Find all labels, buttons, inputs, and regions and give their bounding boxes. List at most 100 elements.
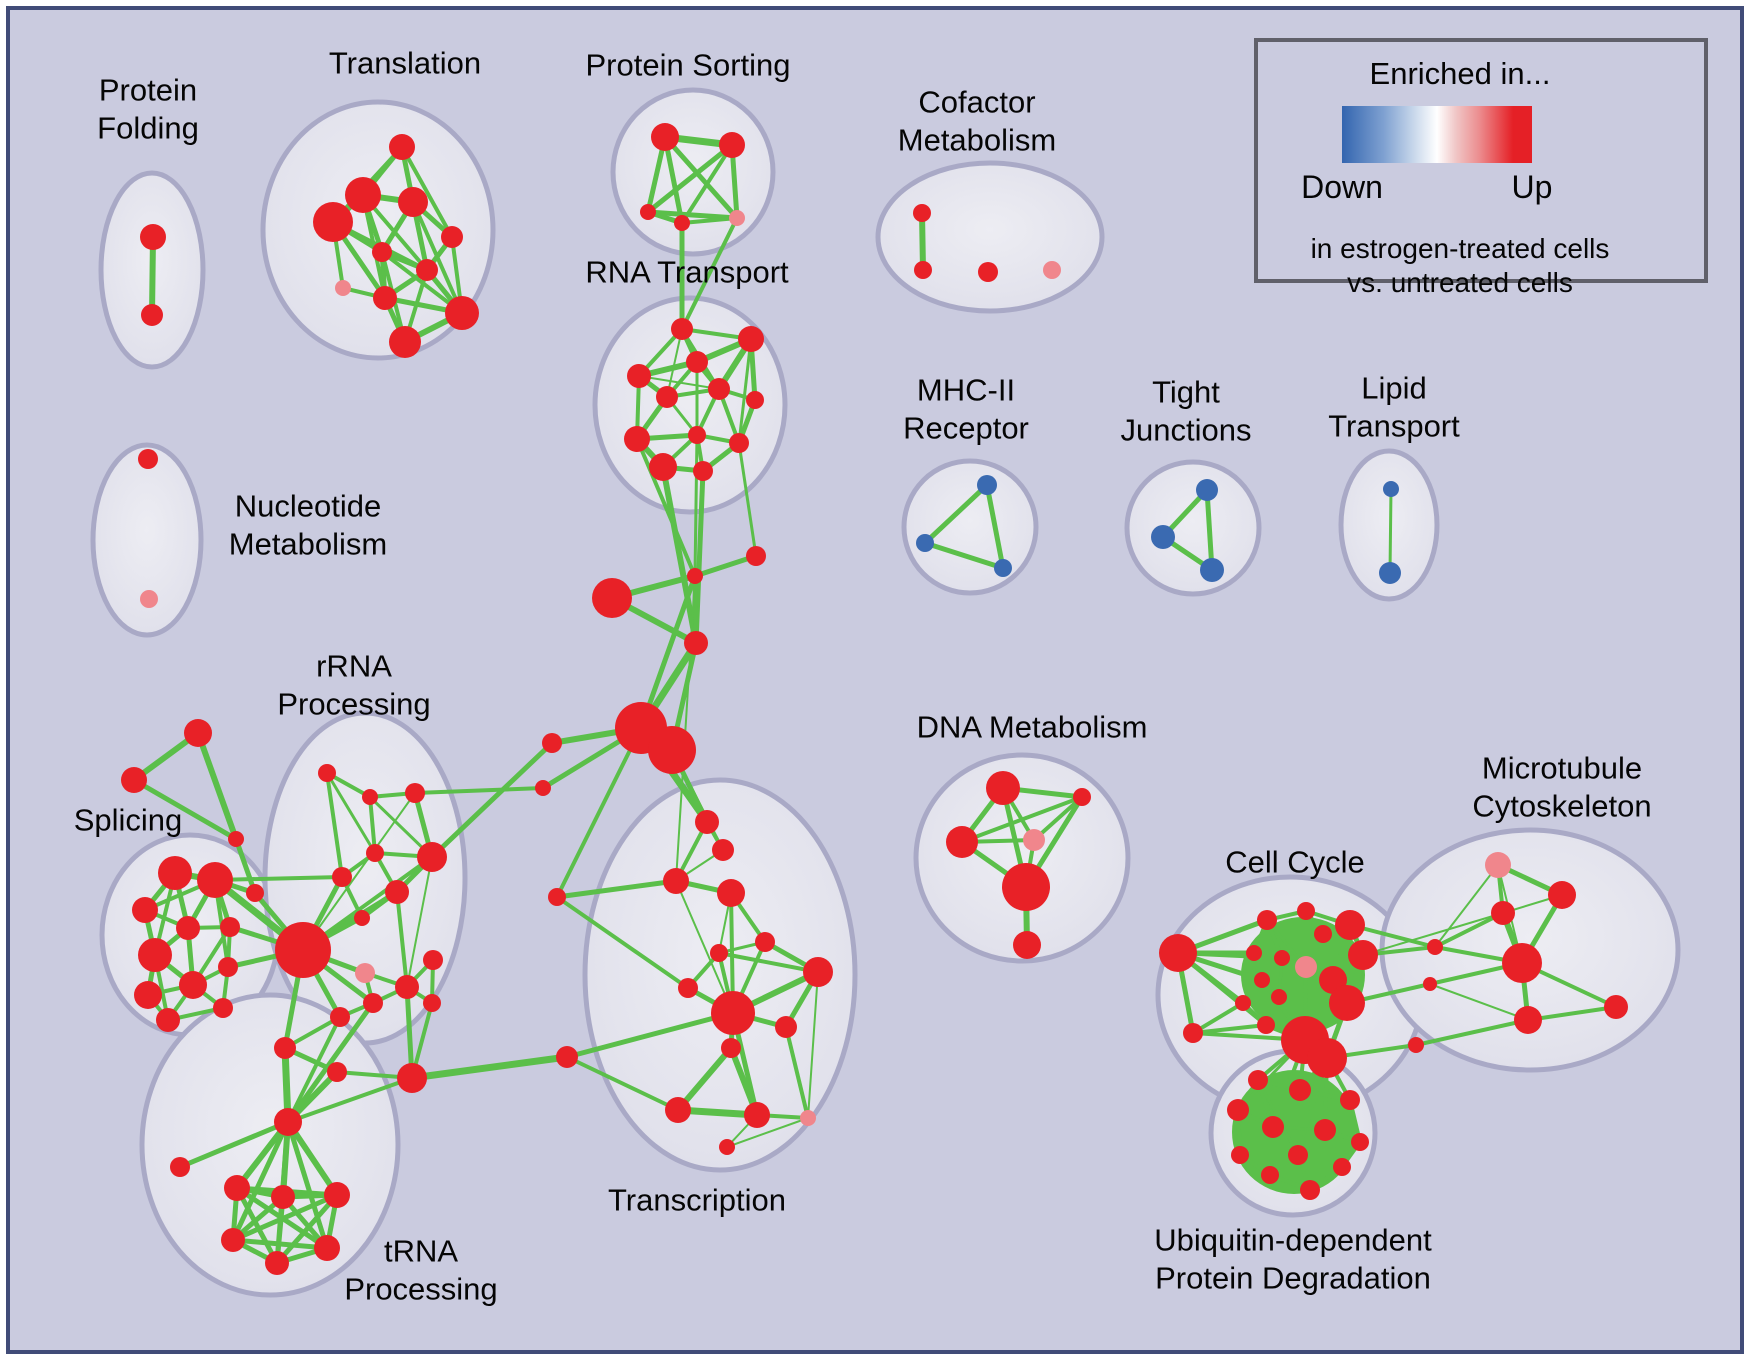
network-edge <box>680 216 739 225</box>
gene-set-node <box>330 1007 350 1027</box>
network-edge <box>131 777 239 842</box>
gene-set-node <box>366 844 384 862</box>
gene-set-node <box>665 1097 691 1123</box>
network-edge <box>726 1117 809 1148</box>
gene-set-node <box>1200 558 1224 582</box>
cluster-ellipse-dna-metabolism <box>913 752 1131 964</box>
gene-set-node <box>1257 910 1277 930</box>
legend-caption: in estrogen-treated cells vs. untreated … <box>1258 232 1662 300</box>
cluster-label-nucleotide-metabolism: Nucleotide <box>235 489 381 524</box>
network-edge <box>737 337 753 445</box>
gene-set-node <box>1423 977 1437 991</box>
gene-set-node <box>1246 945 1262 961</box>
gene-set-node <box>913 204 931 222</box>
gene-set-node <box>914 261 932 279</box>
cluster-label-transcription: Transcription <box>608 1183 786 1218</box>
network-edge <box>411 200 464 315</box>
network-edge <box>325 771 377 855</box>
gene-set-node <box>1604 995 1628 1019</box>
cluster-label-cofactor-metabolism: Cofactor <box>918 85 1035 120</box>
gene-set-node <box>800 1110 816 1126</box>
gene-set-node <box>1231 1146 1249 1164</box>
gene-set-node <box>1297 902 1315 920</box>
gene-set-node <box>978 262 998 282</box>
gene-set-node <box>592 578 632 618</box>
gene-set-node <box>197 862 233 898</box>
gene-set-node <box>138 449 158 469</box>
gene-set-node <box>121 767 147 793</box>
cluster-label-microtubule-cytoskeleton: Microtubule <box>1482 751 1642 786</box>
gene-set-node <box>220 917 240 937</box>
network-edge <box>680 216 739 331</box>
gene-set-node <box>1514 1006 1542 1034</box>
cluster-label-mhc-ii-receptor: Receptor <box>903 411 1029 446</box>
gene-set-node <box>535 780 551 796</box>
network-edge <box>230 1192 340 1243</box>
gene-set-node <box>548 888 566 906</box>
gene-set-node <box>138 938 172 972</box>
gene-set-node <box>1257 1016 1275 1034</box>
cluster-label-cell-cycle: Cell Cycle <box>1225 845 1365 880</box>
gene-set-node <box>1307 1038 1347 1078</box>
gene-set-node <box>1427 939 1443 955</box>
cluster-ellipse-cofactor-metabolism <box>875 160 1105 314</box>
network-edge <box>635 437 697 578</box>
legend-box: Enriched in... Down Up in estrogen-treat… <box>1254 38 1708 298</box>
network-edge <box>1388 487 1393 575</box>
gene-set-node <box>994 559 1012 577</box>
gene-set-node <box>1408 1037 1424 1053</box>
network-edge <box>645 142 735 215</box>
gene-set-node <box>648 726 696 774</box>
gene-set-node <box>711 991 755 1035</box>
gene-set-node <box>1300 1180 1320 1200</box>
legend-down-label: Down <box>1301 169 1383 205</box>
network-edge <box>693 433 699 578</box>
gene-set-node <box>1333 1158 1351 1176</box>
network-edge <box>638 375 720 390</box>
network-edge <box>1433 911 1505 949</box>
network-edge <box>1434 864 1499 948</box>
cluster-label-splicing: Splicing <box>74 803 183 838</box>
gene-set-node <box>1314 1119 1336 1141</box>
network-edge <box>919 210 926 273</box>
cluster-label-lipid-transport: Lipid <box>1361 371 1427 406</box>
gene-set-node <box>1159 934 1197 972</box>
gene-set-node <box>324 1182 350 1208</box>
gene-set-node <box>1151 525 1175 549</box>
gene-set-node <box>405 783 425 803</box>
gene-set-node <box>372 242 392 262</box>
cluster-ellipse-mhc-ii-receptor <box>901 458 1039 596</box>
gene-set-node <box>179 971 207 999</box>
gene-set-node <box>693 461 713 481</box>
gene-set-node <box>355 963 375 983</box>
cluster-label-mhc-ii-receptor: MHC-II <box>917 373 1015 408</box>
cluster-label-tight-junctions: Tight <box>1152 375 1220 410</box>
network-edge <box>807 971 819 1119</box>
cluster-ellipse-nucleotide-metabolism <box>90 442 204 638</box>
gene-set-node <box>710 944 728 962</box>
network-edge <box>368 795 377 855</box>
network-edge <box>233 836 258 896</box>
network-edge <box>413 786 545 795</box>
network-edge <box>395 890 409 989</box>
gene-set-node <box>744 1102 770 1128</box>
cluster-label-microtubule-cytoskeleton: Cytoskeleton <box>1472 789 1651 824</box>
gene-set-node <box>729 433 749 453</box>
gene-set-node <box>335 280 351 296</box>
gene-set-node <box>686 351 708 373</box>
legend-content: Enriched in... Down Up in estrogen-treat… <box>1258 42 1662 298</box>
network-edge <box>325 771 344 879</box>
legend-caption-line2: vs. untreated cells <box>1347 267 1573 298</box>
gene-set-node <box>354 910 370 926</box>
network-edge <box>675 880 734 1014</box>
network-edge <box>674 1106 761 1119</box>
network-edge <box>922 540 1006 571</box>
gene-set-node <box>717 879 745 907</box>
gene-set-node <box>684 631 708 655</box>
gene-set-node <box>318 764 336 782</box>
gene-set-node <box>916 534 934 552</box>
gene-set-node <box>416 259 438 281</box>
network-edge <box>285 1119 330 1251</box>
network-edge <box>555 895 690 990</box>
network-edge <box>784 1025 810 1120</box>
